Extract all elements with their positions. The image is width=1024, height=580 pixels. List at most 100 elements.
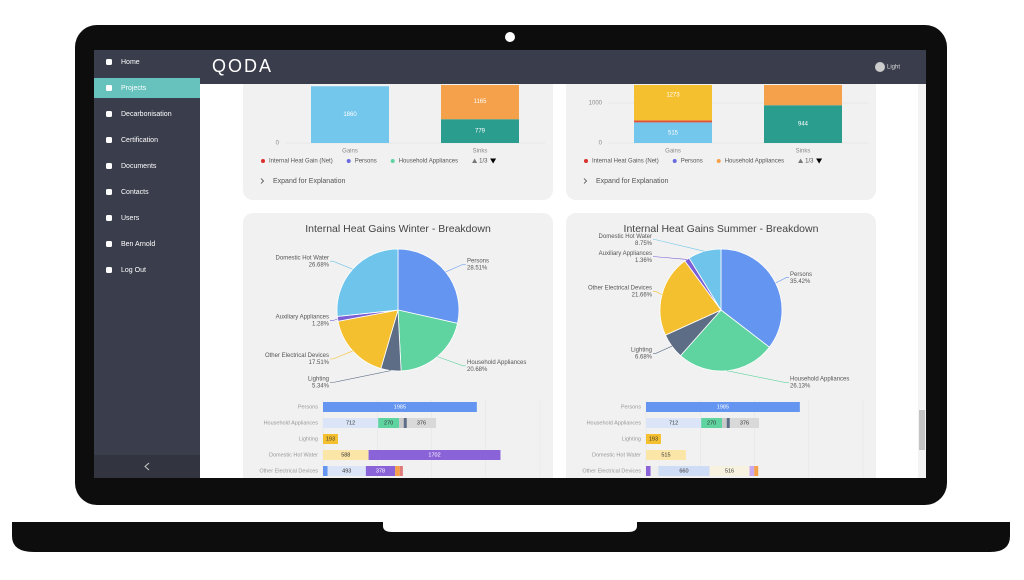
data-label: 516 (725, 468, 734, 474)
leader-line (653, 345, 673, 354)
legend-label[interactable]: Persons (681, 159, 703, 165)
leader-line (445, 264, 466, 273)
pie-slice (337, 309, 399, 370)
slice-percent: 26.13% (790, 384, 811, 390)
data-label: 660 (679, 468, 688, 474)
bar-segment (323, 418, 379, 428)
menu-item[interactable]: Decarbonisation (121, 111, 172, 118)
slice-percent: 26.68% (309, 262, 330, 268)
row-label: Other Electrical Devices (582, 468, 641, 474)
bar-segment (754, 466, 759, 476)
leader-line (330, 318, 338, 321)
data-label: 376 (740, 420, 749, 426)
data-label: 944 (798, 122, 809, 128)
pager-down[interactable] (816, 158, 823, 164)
scroll-thumb[interactable] (919, 410, 925, 450)
menu-item[interactable]: Home (121, 59, 140, 66)
menu-item[interactable]: Users (121, 215, 140, 222)
row-label: Domestic Hot Water (269, 452, 318, 458)
bar-segment (378, 418, 400, 428)
data-label: 779 (475, 129, 486, 135)
pager-down[interactable] (490, 158, 497, 164)
legend-swatch (346, 159, 351, 163)
theme-label: Light (887, 65, 900, 71)
pager-up[interactable] (472, 158, 478, 164)
bar-segment (403, 418, 407, 428)
legend-swatch (716, 159, 721, 163)
bar-segment (365, 466, 396, 476)
bar-segment (634, 120, 712, 123)
data-label: 193 (649, 436, 658, 442)
row-label: Persons (621, 404, 641, 410)
legend-label[interactable]: Household Appliances (399, 159, 458, 165)
legend-label[interactable]: Internal Heat Gain (Net) (269, 159, 333, 165)
leader-line (437, 356, 466, 367)
theme-toggle[interactable] (875, 62, 885, 72)
bar-segment (368, 450, 501, 460)
row-label: Domestic Hot Water (592, 452, 641, 458)
scrollbar (918, 84, 926, 478)
leader-line (330, 350, 353, 360)
row-label: Household Appliances (587, 420, 642, 426)
data-label: 376 (417, 420, 426, 426)
leader-line (653, 239, 705, 252)
legend-label[interactable]: Persons (355, 159, 377, 165)
pie-slice (397, 309, 459, 372)
legend-label[interactable]: Household Appliances (725, 159, 784, 165)
slice-name: Persons (467, 258, 489, 264)
slice-percent: 21.66% (632, 293, 653, 299)
legend-label[interactable]: Internal Heat Gains (Net) (592, 159, 659, 165)
expand-toggle[interactable]: Expand for Explanation (596, 178, 668, 185)
menu-item[interactable]: Log Out (121, 267, 146, 274)
menu-item[interactable]: Contacts (121, 189, 149, 196)
data-label: 1985 (394, 404, 406, 410)
slice-percent: 17.51% (309, 360, 330, 366)
slice-percent: 1.36% (635, 258, 653, 264)
row-label: Other Electrical Devices (259, 468, 318, 474)
sidebar (94, 50, 200, 478)
data-label: 270 (707, 420, 716, 426)
collapse-icon (144, 462, 150, 471)
pie-slice (397, 248, 460, 324)
slice-name: Auxiliary Appliances (599, 251, 652, 257)
slice-name: Domestic Hot Water (276, 255, 329, 261)
base-notch (383, 522, 637, 532)
slice-name: Other Electrical Devices (588, 286, 652, 292)
menu-item[interactable]: Certification (121, 137, 158, 144)
x-tick-label: Sinks (473, 149, 488, 155)
logo: QODA (212, 56, 273, 76)
slice-percent: 20.68% (467, 367, 488, 373)
row-label: Lighting (299, 436, 318, 442)
data-label: 712 (669, 420, 678, 426)
menu-icon (106, 163, 112, 169)
hbar-chart: Persons 1985 Household Appliances 712 270 376… (259, 400, 541, 478)
bar-segment (327, 466, 366, 476)
slice-name: Household Appliances (467, 360, 526, 366)
bar-segment (722, 418, 727, 428)
menu-item[interactable]: Documents (121, 163, 157, 170)
bar-segment (311, 86, 389, 143)
menu-item[interactable]: Ben Arnold (121, 241, 155, 248)
bar-segment (395, 466, 400, 476)
bar-segment (441, 84, 519, 120)
slice-percent: 28.51% (467, 265, 488, 271)
menu-item[interactable]: Projects (121, 85, 147, 92)
bar-segment (399, 418, 404, 428)
legend-swatch (390, 159, 395, 163)
x-tick-label: Sinks (796, 149, 811, 155)
legend-page: 1/3 (479, 159, 488, 165)
bar-segment (701, 418, 723, 428)
x-tick-label: Gains (342, 149, 358, 155)
slice-name: Auxiliary Appliances (276, 315, 329, 321)
sidebar-collapse[interactable] (94, 455, 200, 478)
pager-up[interactable] (798, 158, 804, 164)
expand-toggle[interactable]: Expand for Explanation (273, 178, 345, 185)
bar-segment (729, 418, 759, 428)
chevron (583, 178, 588, 184)
legend-page: 1/3 (805, 159, 814, 165)
bar-segment (323, 434, 338, 444)
slice-name: Persons (790, 272, 812, 278)
slice-percent: 1.28% (312, 322, 330, 328)
row-label: Lighting (622, 436, 641, 442)
leader-line (653, 256, 687, 260)
